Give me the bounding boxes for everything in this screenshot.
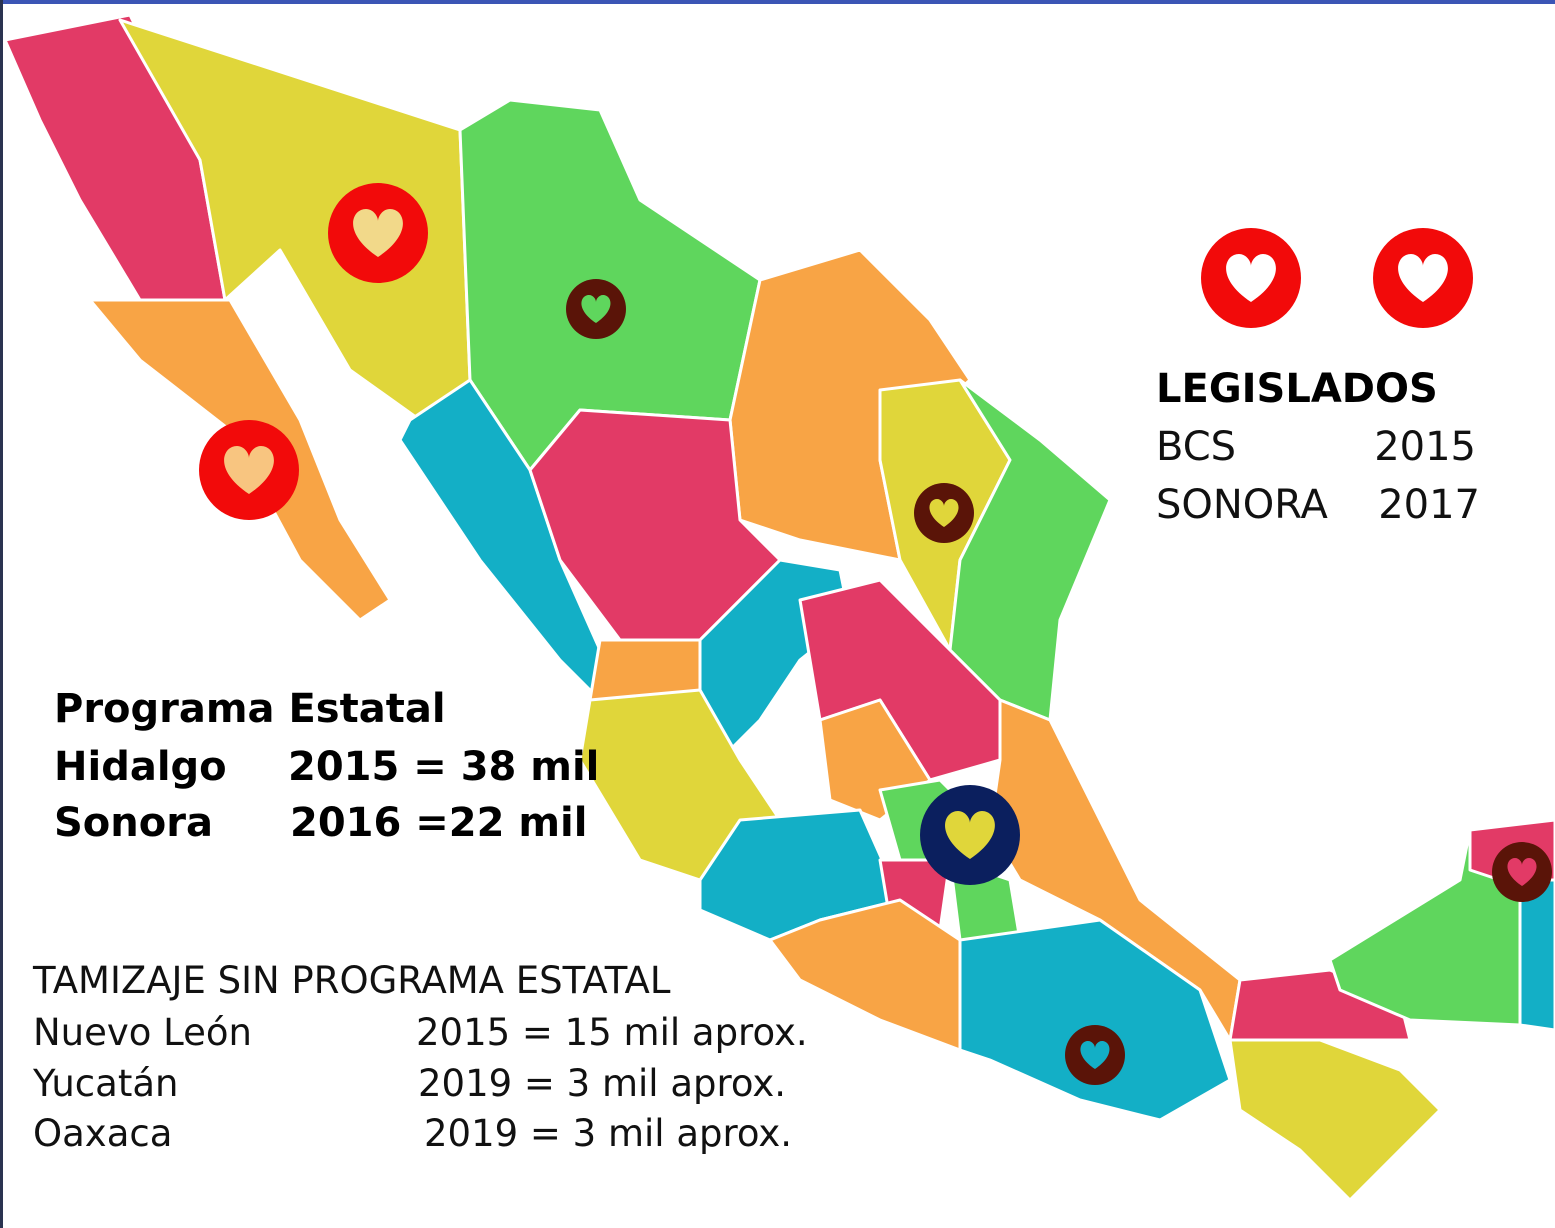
programa-title: Programa Estatal	[54, 686, 446, 732]
heart-marker	[1065, 1025, 1125, 1085]
state: Yucatán	[32, 1062, 178, 1105]
left-border	[0, 0, 3, 1228]
tamizaje-block: TAMIZAJE SIN PROGRAMA ESTATAL Nuevo León…	[32, 959, 808, 1155]
region	[958, 918, 1232, 1122]
programa-block: Programa Estatal Hidalgo 2015 = 38 mil S…	[54, 686, 599, 846]
figure: 2015 = 38 mil	[288, 744, 599, 790]
year: 2015	[1374, 424, 1476, 470]
markers	[199, 183, 1552, 1085]
heart-marker	[914, 483, 974, 543]
state: BCS	[1156, 424, 1236, 470]
heart-marker	[199, 420, 299, 520]
heart-marker	[920, 785, 1020, 885]
state: Sonora	[54, 800, 213, 846]
top-border	[0, 0, 1555, 4]
legislados-title: LEGISLADOS	[1156, 366, 1438, 412]
legislados-block: LEGISLADOS BCS 2015 SONORA 2017	[1156, 366, 1480, 528]
heart-marker	[566, 279, 626, 339]
mexico-map	[3, 13, 1555, 1202]
region	[1228, 1038, 1442, 1202]
state: Oaxaca	[33, 1112, 172, 1155]
state: Nuevo León	[33, 1011, 252, 1054]
heart-marker	[1373, 228, 1473, 328]
region	[1518, 878, 1555, 1032]
region	[88, 298, 392, 622]
state: Hidalgo	[54, 744, 227, 790]
state: SONORA	[1156, 482, 1328, 528]
heart-marker	[1492, 842, 1552, 902]
tamizaje-title: TAMIZAJE SIN PROGRAMA ESTATAL	[32, 959, 671, 1002]
heart-marker	[328, 183, 428, 283]
figure: 2016 =22 mil	[290, 800, 587, 846]
figure: 2019 = 3 mil aprox.	[424, 1112, 792, 1155]
heart-marker	[1201, 228, 1301, 328]
year: 2017	[1378, 482, 1480, 528]
figure: 2019 = 3 mil aprox.	[418, 1062, 786, 1105]
figure: 2015 = 15 mil aprox.	[416, 1011, 808, 1054]
